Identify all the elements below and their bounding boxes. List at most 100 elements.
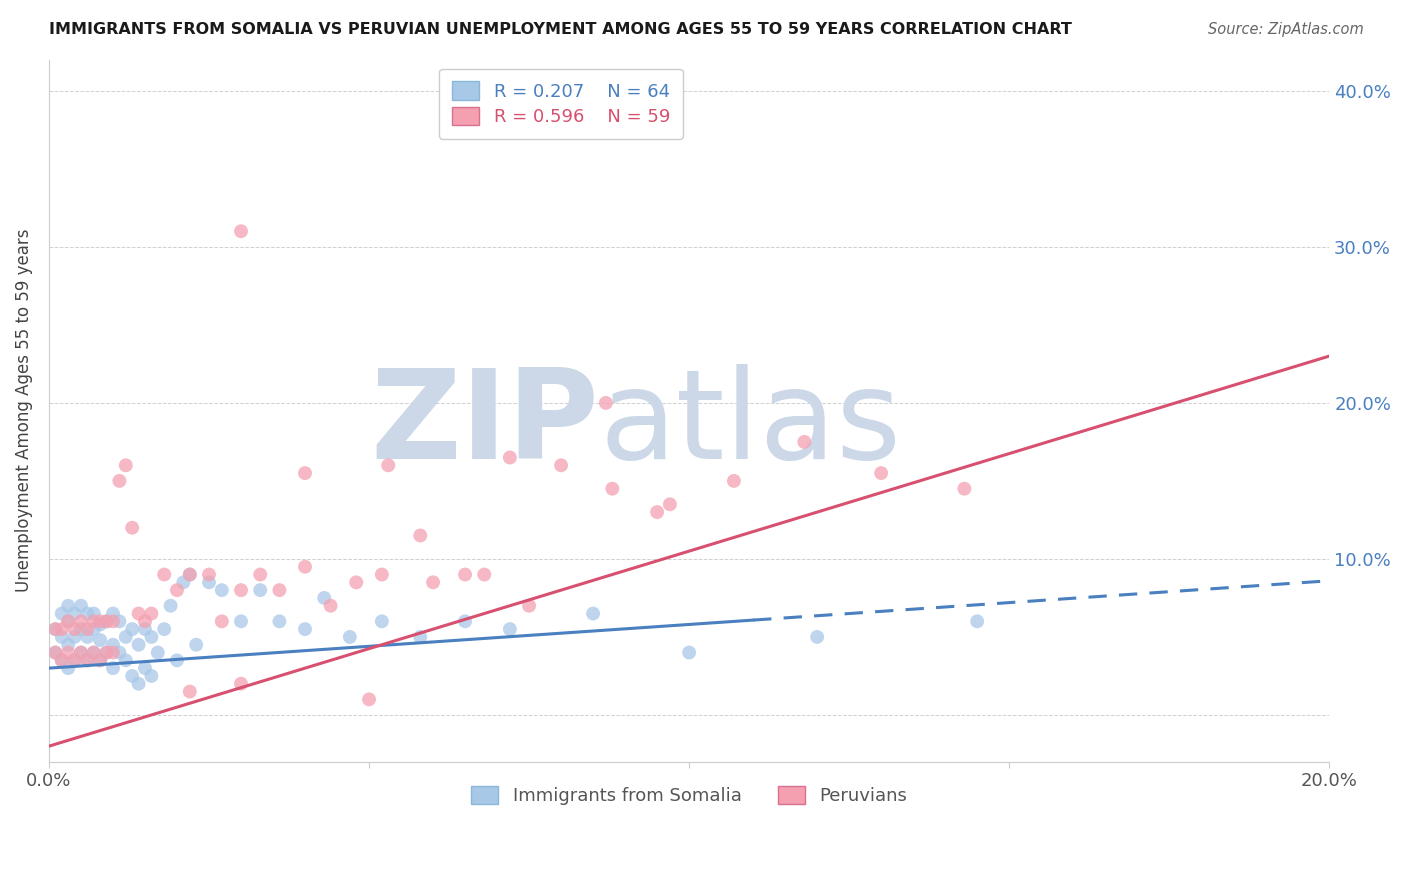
Point <box>454 567 477 582</box>
Point <box>141 669 163 683</box>
Point <box>409 528 432 542</box>
Point <box>377 458 399 473</box>
Point <box>101 615 124 629</box>
Point <box>108 646 131 660</box>
Point <box>96 615 118 629</box>
Point <box>56 615 79 629</box>
Point <box>56 599 79 613</box>
Point <box>51 653 73 667</box>
Point <box>83 615 105 629</box>
Point <box>141 630 163 644</box>
Point <box>134 622 156 636</box>
Point <box>51 653 73 667</box>
Point <box>371 567 394 582</box>
Point <box>870 466 893 480</box>
Point <box>56 638 79 652</box>
Point <box>89 653 111 667</box>
Point <box>63 653 86 667</box>
Point <box>472 567 495 582</box>
Point <box>89 615 111 629</box>
Point <box>96 615 118 629</box>
Point <box>114 458 136 473</box>
Point <box>89 653 111 667</box>
Point <box>550 458 572 473</box>
Point <box>128 677 150 691</box>
Point <box>499 450 522 465</box>
Point <box>344 575 367 590</box>
Point <box>70 646 93 660</box>
Point <box>63 607 86 621</box>
Point <box>76 607 98 621</box>
Point <box>179 567 201 582</box>
Point <box>159 599 181 613</box>
Point <box>269 615 291 629</box>
Point <box>198 567 221 582</box>
Point <box>121 622 143 636</box>
Point <box>153 567 176 582</box>
Point <box>179 567 201 582</box>
Point <box>793 434 815 449</box>
Point <box>600 482 623 496</box>
Point <box>422 575 444 590</box>
Point <box>114 630 136 644</box>
Point <box>101 646 124 660</box>
Legend: Immigrants from Somalia, Peruvians: Immigrants from Somalia, Peruvians <box>460 775 918 816</box>
Point <box>595 396 617 410</box>
Text: atlas: atlas <box>599 364 901 485</box>
Point <box>108 474 131 488</box>
Point <box>454 615 477 629</box>
Point <box>63 622 86 636</box>
Point <box>70 615 93 629</box>
Point <box>51 630 73 644</box>
Point <box>678 646 700 660</box>
Point <box>134 661 156 675</box>
Point <box>89 617 111 632</box>
Point <box>249 567 271 582</box>
Point <box>294 466 316 480</box>
Point <box>83 607 105 621</box>
Point <box>101 638 124 652</box>
Point <box>128 638 150 652</box>
Point <box>409 630 432 644</box>
Point <box>966 615 988 629</box>
Y-axis label: Unemployment Among Ages 55 to 59 years: Unemployment Among Ages 55 to 59 years <box>15 229 32 592</box>
Point <box>101 661 124 675</box>
Point <box>70 599 93 613</box>
Point <box>517 599 540 613</box>
Point <box>128 607 150 621</box>
Point <box>121 669 143 683</box>
Point <box>294 622 316 636</box>
Point <box>319 599 342 613</box>
Point <box>582 607 605 621</box>
Point <box>806 630 828 644</box>
Point <box>229 615 252 629</box>
Point <box>179 684 201 698</box>
Point <box>63 653 86 667</box>
Point <box>89 633 111 648</box>
Point <box>371 615 394 629</box>
Text: ZIP: ZIP <box>371 364 599 485</box>
Point <box>339 630 361 644</box>
Point <box>96 646 118 660</box>
Point <box>249 583 271 598</box>
Point <box>134 615 156 629</box>
Point <box>166 653 188 667</box>
Point <box>83 646 105 660</box>
Point <box>76 653 98 667</box>
Text: Source: ZipAtlas.com: Source: ZipAtlas.com <box>1208 22 1364 37</box>
Point <box>51 607 73 621</box>
Point <box>314 591 336 605</box>
Point <box>83 646 105 660</box>
Point <box>44 622 66 636</box>
Point <box>70 622 93 636</box>
Point <box>121 521 143 535</box>
Point <box>56 615 79 629</box>
Point <box>211 615 233 629</box>
Point <box>96 646 118 660</box>
Point <box>294 559 316 574</box>
Point <box>63 630 86 644</box>
Point <box>269 583 291 598</box>
Point <box>114 653 136 667</box>
Point <box>76 630 98 644</box>
Point <box>186 638 208 652</box>
